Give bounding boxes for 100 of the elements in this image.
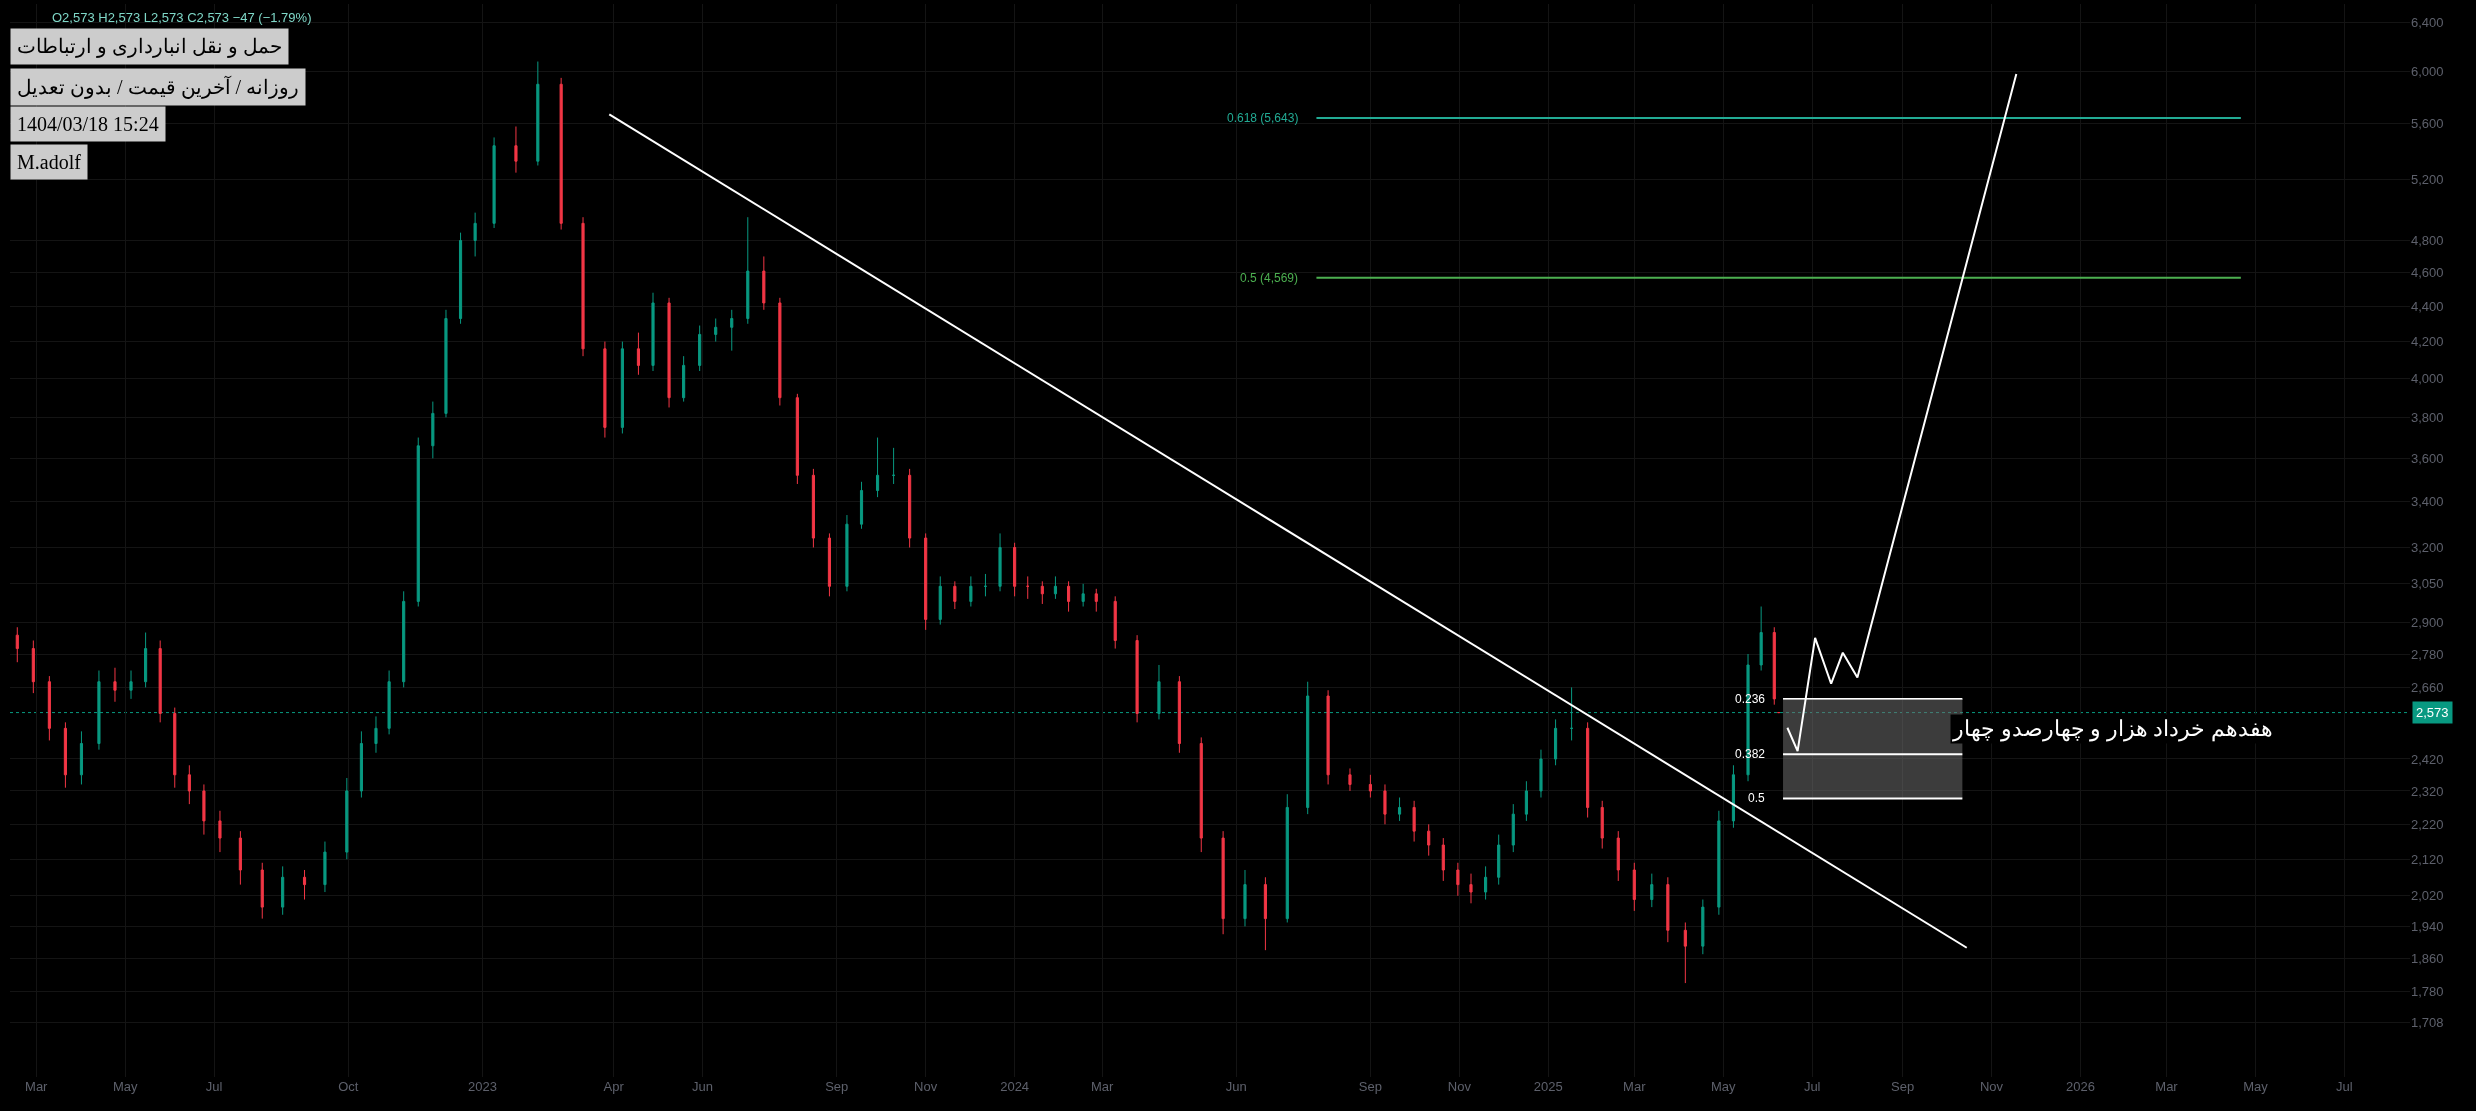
candlestick — [698, 325, 702, 372]
candlestick — [359, 730, 363, 798]
candlestick — [492, 136, 496, 229]
candlestick — [682, 355, 686, 403]
x-tick-label: Mar — [1623, 1079, 1647, 1094]
candlestick — [374, 715, 378, 754]
candlestick — [1383, 783, 1387, 825]
ref-line-label: 2,573 — [2416, 705, 2449, 720]
y-tick-label: 4,600 — [2411, 265, 2444, 281]
candlestick — [1469, 873, 1473, 904]
candlestick — [1701, 899, 1705, 955]
candlestick — [559, 77, 563, 231]
candlestick — [924, 532, 928, 631]
candlestick — [514, 126, 518, 174]
candlestick — [1683, 921, 1687, 984]
x-tick-label: Jul — [1803, 1079, 1821, 1094]
candlestick — [620, 341, 624, 434]
candlestick — [1263, 876, 1267, 951]
candlestick — [1326, 689, 1330, 785]
candlestick — [859, 481, 864, 530]
x-tick-label: Jul — [205, 1079, 223, 1094]
candlestick — [1177, 675, 1181, 754]
candlestick — [1243, 869, 1247, 927]
y-tick-label: 2,780 — [2411, 646, 2444, 662]
candlestick — [651, 292, 655, 372]
candlestick — [187, 764, 191, 805]
x-tick-label: 2023 — [467, 1079, 497, 1094]
y-tick-label: 6,000 — [2411, 64, 2444, 80]
y-tick-label: 6,400 — [2411, 15, 2444, 31]
candlestick — [998, 532, 1002, 592]
y-tick-label: 5,600 — [2411, 116, 2444, 132]
candlestick — [875, 437, 880, 498]
candlestick — [302, 869, 307, 901]
candlestick — [845, 514, 849, 592]
candlestick — [416, 437, 420, 607]
annotation: O2,573 H2,573 L2,573 C2,573 −47 (−1.79%) — [52, 10, 312, 25]
x-tick-label: Oct — [338, 1079, 359, 1094]
candlestick — [431, 401, 435, 459]
candlestick — [1616, 830, 1620, 882]
candlestick — [1412, 800, 1416, 843]
candlestick — [260, 862, 264, 920]
y-tick-label: 2,320 — [2411, 783, 2444, 799]
x-tick-label: Nov — [914, 1079, 938, 1094]
candlestick — [811, 468, 815, 548]
candlestick — [1666, 876, 1670, 943]
candlestick — [1600, 800, 1604, 850]
candlestick — [1717, 810, 1721, 916]
candlestick — [714, 318, 718, 343]
candlestick — [730, 309, 734, 352]
candlestick — [63, 721, 67, 789]
candlestick — [218, 810, 222, 853]
x-tick-label: Jun — [1225, 1079, 1247, 1094]
candlestick — [129, 670, 133, 700]
x-tick-label: Sep — [825, 1079, 849, 1094]
x-tick-label: Nov — [1447, 1079, 1472, 1094]
candlestick — [908, 468, 912, 548]
candlestick — [1026, 575, 1030, 600]
y-tick-label: 3,400 — [2411, 494, 2444, 510]
candlestick — [1427, 823, 1431, 857]
candlestick — [746, 216, 750, 325]
y-tick-label: 1,780 — [2411, 984, 2444, 1000]
annotation: هفدهم خرداد هزار و چهارصدو چهار — [1952, 716, 2273, 742]
y-tick-label: 2,120 — [2411, 851, 2444, 867]
candlestick — [983, 573, 988, 597]
candlestick — [1511, 803, 1515, 853]
candlestick — [1484, 865, 1488, 901]
candlestick — [158, 640, 162, 723]
candlestick — [444, 309, 448, 418]
candlestick — [79, 730, 84, 785]
candlestick — [1013, 542, 1017, 597]
y-tick-label: 2,220 — [2411, 816, 2444, 832]
y-tick-label: 2,020 — [2411, 888, 2444, 904]
candlestick — [795, 393, 799, 485]
annotation: 0.5 (4,569) — [1240, 271, 1299, 285]
y-tick-label: 2,660 — [2411, 679, 2444, 695]
y-tick-label: 4,400 — [2411, 298, 2444, 314]
candlestick — [667, 297, 671, 408]
candlestick — [1759, 606, 1763, 672]
candlestick — [1441, 837, 1445, 882]
candlestick — [173, 707, 177, 789]
candlestick — [1094, 588, 1098, 613]
candlestick — [969, 575, 973, 607]
candlestick — [762, 255, 766, 311]
candlestick — [1081, 583, 1085, 607]
x-tick-label: Jun — [692, 1079, 714, 1094]
candlestick — [1135, 634, 1139, 723]
y-tick-label: 2,900 — [2411, 614, 2444, 630]
candlestick — [473, 212, 477, 257]
candlestick — [1586, 721, 1590, 819]
y-tick-label: 5,200 — [2411, 172, 2444, 188]
candlestick — [31, 640, 35, 694]
x-tick-label: Mar — [2155, 1079, 2179, 1094]
candlestick — [345, 777, 349, 860]
candlestick — [1040, 580, 1044, 605]
x-tick-label: Sep — [1891, 1079, 1915, 1094]
candlestick — [1285, 793, 1289, 923]
x-tick-label: Sep — [1358, 1079, 1382, 1094]
candlestick — [47, 675, 51, 741]
y-tick-label: 1,940 — [2411, 918, 2444, 934]
candlestick — [1632, 862, 1636, 912]
